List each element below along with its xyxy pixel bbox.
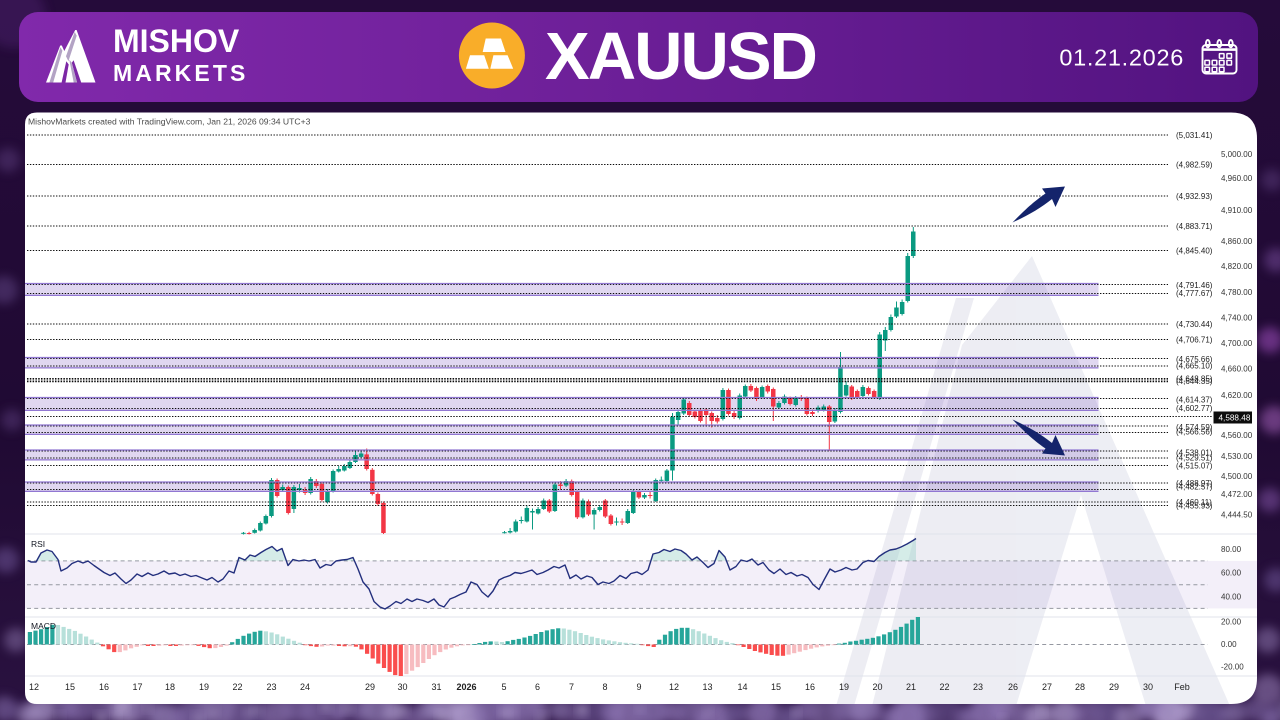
svg-text:60.00: 60.00	[1221, 568, 1242, 577]
svg-text:80.00: 80.00	[1221, 545, 1242, 554]
svg-text:0.00: 0.00	[1221, 640, 1237, 649]
svg-text:(5,031.41): (5,031.41)	[1176, 131, 1213, 140]
svg-text:4,740.00: 4,740.00	[1221, 313, 1253, 322]
svg-text:4,700.00: 4,700.00	[1221, 339, 1253, 348]
svg-text:(4,529.51): (4,529.51)	[1176, 453, 1213, 462]
svg-text:(4,730.44): (4,730.44)	[1176, 320, 1213, 329]
svg-text:20: 20	[872, 682, 882, 692]
svg-text:(4,455.93): (4,455.93)	[1176, 501, 1213, 510]
svg-text:Feb: Feb	[1174, 682, 1190, 692]
svg-text:-20.00: -20.00	[1221, 662, 1244, 671]
svg-text:(4,706.71): (4,706.71)	[1176, 335, 1213, 344]
svg-text:19: 19	[839, 682, 849, 692]
svg-text:(4,602.77): (4,602.77)	[1176, 404, 1213, 413]
svg-text:5: 5	[501, 682, 506, 692]
svg-text:MARKETS: MARKETS	[113, 60, 248, 86]
svg-text:29: 29	[1109, 682, 1119, 692]
svg-text:01.21.2026: 01.21.2026	[1059, 45, 1184, 71]
svg-text:13: 13	[702, 682, 712, 692]
svg-text:30: 30	[1143, 682, 1153, 692]
svg-text:21: 21	[906, 682, 916, 692]
svg-text:(4,665.10): (4,665.10)	[1176, 361, 1213, 370]
svg-text:14: 14	[737, 682, 747, 692]
svg-text:12: 12	[669, 682, 679, 692]
svg-text:4,620.00: 4,620.00	[1221, 391, 1253, 400]
svg-text:MISHOV: MISHOV	[113, 23, 240, 59]
svg-text:12: 12	[29, 682, 39, 692]
svg-text:4,780.00: 4,780.00	[1221, 288, 1253, 297]
svg-text:16: 16	[805, 682, 815, 692]
svg-text:RSI: RSI	[31, 539, 45, 549]
svg-text:23: 23	[266, 682, 276, 692]
svg-text:(4,982.59): (4,982.59)	[1176, 160, 1213, 169]
svg-text:4,960.00: 4,960.00	[1221, 174, 1253, 183]
svg-text:4,472.00: 4,472.00	[1221, 490, 1253, 499]
svg-text:4,588.48: 4,588.48	[1219, 413, 1251, 422]
svg-text:(4,675.66): (4,675.66)	[1176, 355, 1213, 364]
svg-text:40.00: 40.00	[1221, 592, 1242, 601]
svg-text:29: 29	[365, 682, 375, 692]
svg-text:(4,791.46): (4,791.46)	[1176, 281, 1213, 290]
svg-text:2026: 2026	[456, 682, 476, 692]
svg-text:(4,932.93): (4,932.93)	[1176, 192, 1213, 201]
svg-text:(4,845.40): (4,845.40)	[1176, 246, 1213, 255]
svg-text:(4,644.35): (4,644.35)	[1176, 377, 1213, 386]
svg-text:4,820.00: 4,820.00	[1221, 262, 1253, 271]
svg-text:(4,515.07): (4,515.07)	[1176, 461, 1213, 470]
svg-text:22: 22	[232, 682, 242, 692]
svg-text:30: 30	[397, 682, 407, 692]
svg-text:4,660.00: 4,660.00	[1221, 364, 1253, 373]
svg-text:MACD: MACD	[31, 621, 56, 631]
svg-text:4,560.00: 4,560.00	[1221, 431, 1253, 440]
svg-text:27: 27	[1042, 682, 1052, 692]
svg-text:19: 19	[199, 682, 209, 692]
svg-text:(4,614.37): (4,614.37)	[1176, 395, 1213, 404]
svg-text:XAUUSD: XAUUSD	[545, 19, 816, 94]
svg-text:16: 16	[99, 682, 109, 692]
svg-text:(4,460.11): (4,460.11)	[1176, 498, 1212, 507]
svg-text:5,000.00: 5,000.00	[1221, 150, 1253, 159]
svg-text:28: 28	[1075, 682, 1085, 692]
svg-text:26: 26	[1008, 682, 1018, 692]
svg-text:(4,883.71): (4,883.71)	[1176, 222, 1213, 231]
svg-text:4,910.00: 4,910.00	[1221, 206, 1253, 215]
svg-text:15: 15	[65, 682, 75, 692]
svg-text:(4,538.01): (4,538.01)	[1176, 448, 1213, 457]
svg-text:15: 15	[771, 682, 781, 692]
svg-text:4,500.00: 4,500.00	[1221, 472, 1253, 481]
svg-text:(4,488.97): (4,488.97)	[1176, 479, 1213, 488]
svg-text:18: 18	[165, 682, 175, 692]
svg-text:(4,482.57): (4,482.57)	[1176, 482, 1213, 491]
svg-text:20.00: 20.00	[1221, 617, 1242, 626]
svg-text:7: 7	[569, 682, 574, 692]
svg-text:(4,648.85): (4,648.85)	[1176, 375, 1213, 384]
svg-text:17: 17	[132, 682, 142, 692]
svg-text:23: 23	[973, 682, 983, 692]
svg-text:9: 9	[636, 682, 641, 692]
svg-text:8: 8	[602, 682, 607, 692]
svg-text:(4,574.59): (4,574.59)	[1176, 423, 1213, 432]
svg-text:22: 22	[939, 682, 949, 692]
svg-text:24: 24	[300, 682, 310, 692]
svg-text:MishovMarkets created with Tra: MishovMarkets created with TradingView.c…	[28, 117, 311, 127]
svg-text:6: 6	[535, 682, 540, 692]
svg-text:(4,566.56): (4,566.56)	[1176, 427, 1213, 436]
svg-text:4,444.50: 4,444.50	[1221, 510, 1253, 519]
svg-text:(4,777.67): (4,777.67)	[1176, 289, 1213, 298]
svg-text:4,530.00: 4,530.00	[1221, 452, 1253, 461]
svg-text:4,860.00: 4,860.00	[1221, 237, 1253, 246]
svg-text:31: 31	[431, 682, 441, 692]
